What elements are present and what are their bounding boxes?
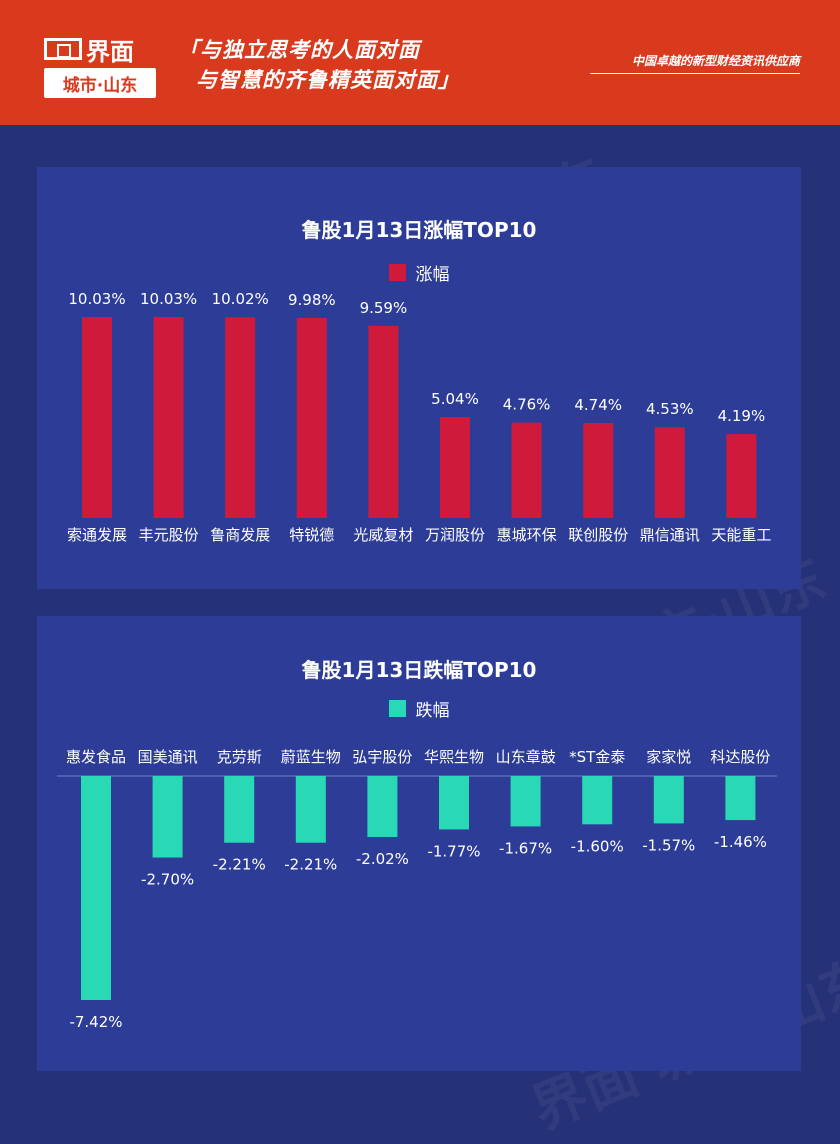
gain-bar [82,317,112,518]
gain-value-label: 10.02% [212,290,269,308]
loss-bar [295,776,326,843]
gain-bar [153,317,184,518]
loss-value-label: -1.77% [427,842,480,860]
logo-subtitle: 城市·山东 [44,68,156,98]
loss-bar [81,776,111,1000]
loss-category-label: 家家悦 [646,748,691,766]
loss-value-label: -2.02% [356,850,409,868]
gainers-bar-chart: 10.03% 索通发展 10.03% 丰元股份 10.02% 鲁商发展 9.98% 特锐德 9.… [67,290,771,544]
header-banner: 界面 城市·山东 「与独立思考的人面对面 与智慧的齐鲁精英面对面」 中国卓越的新… [0,0,840,125]
loss-bar [582,776,613,825]
gain-value-label: 4.19% [718,407,766,425]
gainers-legend-label: 涨幅 [415,265,450,285]
gain-value-label: 5.04% [431,390,479,408]
loss-bar [439,776,469,830]
gain-bar [440,416,470,518]
loss-category-label: 科达股份 [710,748,770,766]
gain-category-label: 惠城环保 [497,526,557,544]
loss-category-label: 国美通讯 [138,748,198,766]
gain-category-label: 特锐德 [289,526,334,544]
gain-category-label: 联创股份 [568,526,628,544]
loss-value-label: -2.21% [284,856,337,874]
losers-bar-chart: -7.42% 惠发食品 -2.70% 国美通讯 -2.21% 克劳斯 -2.21% 蔚蓝生物 -… [57,748,777,1031]
loss-bar [725,776,756,821]
gain-value-label: 4.74% [574,396,622,414]
loss-bar [224,776,255,843]
loss-value-label: -1.67% [499,839,552,857]
loss-value-label: -1.57% [642,836,695,854]
loss-bar [510,776,541,827]
loss-bar [653,776,684,824]
logo-mark-icon [44,38,82,60]
losers-chart-panel: 鲁股1月13日跌幅TOP10 跌幅 -7.42% 惠发食品 -2.70% 国美通讯 -2… [37,616,801,1071]
gain-value-label: 9.59% [360,299,408,317]
loss-category-label: 华熙生物 [424,748,484,766]
gain-bar [654,427,685,518]
gain-value-label: 10.03% [140,290,197,308]
jiemian-logo: 界面 城市·山东 [44,34,156,98]
loss-category-label: 弘宇股份 [352,748,412,766]
loss-value-label: -1.60% [571,837,624,855]
tagline: 中国卓越的新型财经资讯供应商 [631,54,800,68]
loss-bar [152,776,183,858]
loss-value-label: -2.21% [213,856,266,874]
slogan-line-1: 「与独立思考的人面对面 [178,38,420,62]
loss-value-label: -2.70% [141,871,194,889]
gain-bar [368,325,399,518]
tagline-underline [590,73,800,74]
gain-category-label: 万润股份 [425,526,485,544]
loss-category-label: 惠发食品 [66,748,126,766]
losers-legend-swatch [388,700,406,717]
losers-chart-title: 鲁股1月13日跌幅TOP10 [301,658,537,682]
gain-bar [296,318,327,518]
gainers-legend: 涨幅 [37,260,801,285]
gain-bar [726,434,757,518]
logo-text: 界面 [86,37,134,66]
gain-bar [511,422,542,518]
gain-bar [583,423,614,518]
loss-value-label: -7.42% [69,1013,122,1031]
gainers-chart-title: 鲁股1月13日涨幅TOP10 [301,218,537,242]
gain-category-label: 鲁商发展 [210,526,270,544]
losers-legend: 跌幅 [37,696,801,721]
loss-value-label: -1.46% [714,833,767,851]
gain-category-label: 天能重工 [711,526,771,544]
gain-bar [225,317,256,518]
loss-category-label: 蔚蓝生物 [281,748,341,766]
loss-category-label: 克劳斯 [217,748,262,766]
gain-value-label: 9.98% [288,291,336,309]
losers-legend-label: 跌幅 [415,701,450,721]
gain-value-label: 4.76% [503,396,551,414]
slogan-line-2: 与智慧的齐鲁精英面对面」 [196,68,460,92]
gain-category-label: 丰元股份 [139,526,199,544]
loss-category-label: *ST金泰 [569,748,625,766]
gainers-chart-panel: 鲁股1月13日涨幅TOP10 涨幅 10.03% 索通发展 10.03% 丰元股份 10… [37,167,801,589]
loss-bar [367,776,398,837]
loss-category-label: 山东章鼓 [496,748,556,766]
gainers-legend-swatch [388,264,406,281]
gain-category-label: 索通发展 [67,526,127,544]
gain-value-label: 10.03% [68,290,125,308]
gain-value-label: 4.53% [646,400,694,418]
gain-category-label: 鼎信通讯 [640,526,700,544]
gain-category-label: 光威复材 [353,526,413,544]
